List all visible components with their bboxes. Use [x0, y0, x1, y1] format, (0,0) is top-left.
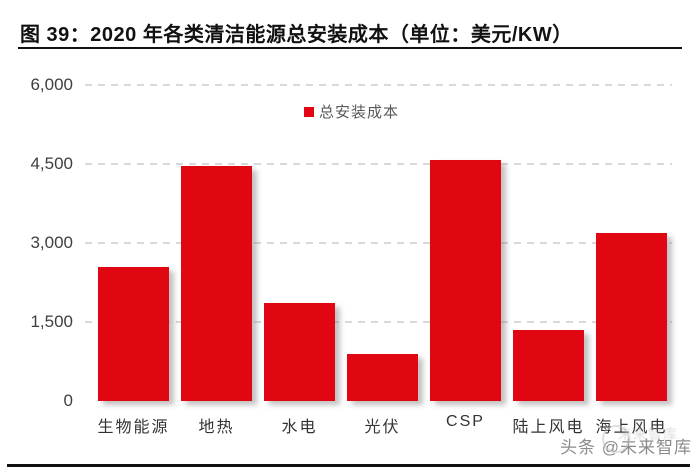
bottom-divider	[7, 464, 690, 467]
gridline	[85, 321, 672, 323]
watermark-logo-circle-icon	[602, 425, 631, 453]
bar	[430, 159, 501, 401]
x-axis-label: 生物能源	[97, 419, 170, 436]
y-axis-tick-label: 1,500	[30, 312, 73, 331]
x-axis-label: 水电	[281, 419, 318, 436]
x-axis-label: CSP	[446, 413, 485, 430]
bar	[98, 267, 169, 401]
gridline	[85, 84, 672, 86]
x-axis-label: 陆上风电	[512, 419, 585, 436]
bar	[347, 354, 418, 401]
bar	[264, 302, 335, 401]
chart-legend: 总安装成本	[304, 101, 399, 122]
legend-marker-icon	[304, 106, 314, 117]
y-axis-tick-label: 6,000	[30, 75, 73, 94]
x-axis-label: 地热	[198, 419, 235, 436]
bar	[181, 165, 252, 401]
x-axis-label: 光伏	[364, 419, 401, 436]
gridline	[85, 163, 672, 165]
y-axis-tick-label: 0	[63, 391, 73, 410]
y-axis-tick-label: 4,500	[30, 154, 73, 173]
figure-title: 图 39：2020 年各类清洁能源总安装成本（单位：美元/KW）	[20, 24, 573, 46]
watermark-ghost-text: 未来智库	[618, 426, 678, 442]
y-axis-tick-label: 3,000	[30, 233, 73, 252]
bar	[596, 233, 667, 401]
legend-label: 总安装成本	[319, 104, 400, 121]
gridline	[85, 242, 672, 244]
watermark: 未来智库 头条 @未来智库	[560, 425, 692, 458]
bar	[513, 329, 584, 401]
title-underline	[18, 47, 682, 49]
